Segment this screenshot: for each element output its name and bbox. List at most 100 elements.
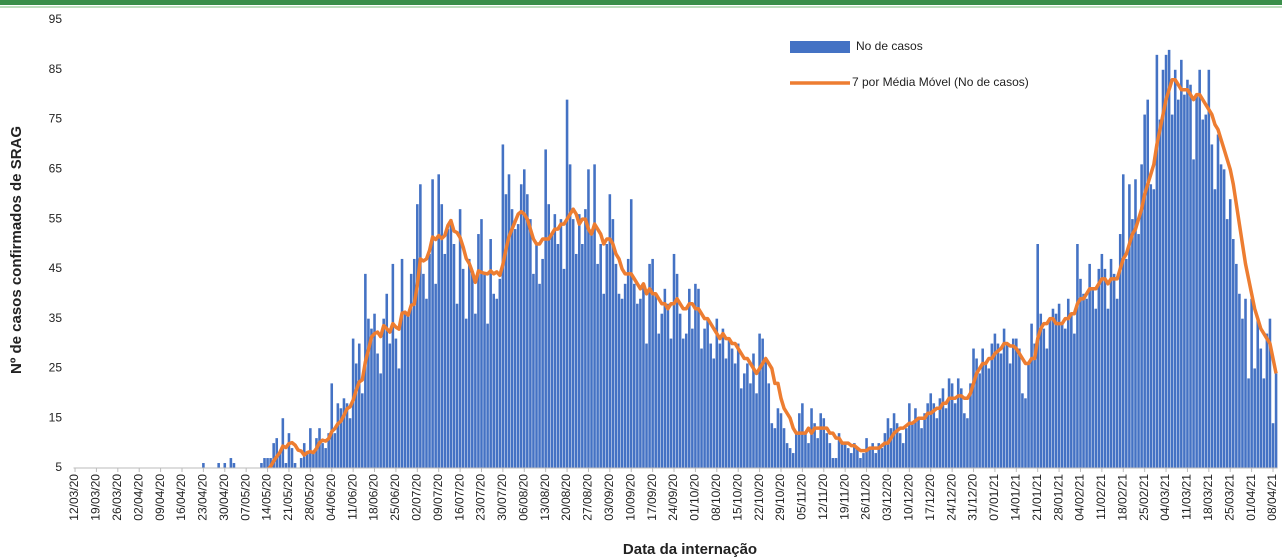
bar bbox=[1210, 144, 1214, 468]
x-tick-label: 16/04/20 bbox=[174, 474, 188, 521]
bar bbox=[556, 244, 560, 468]
bar bbox=[856, 448, 859, 468]
bar bbox=[739, 388, 743, 468]
bar bbox=[348, 418, 352, 468]
y-tick-label: 15 bbox=[49, 410, 63, 424]
bar bbox=[608, 194, 612, 468]
bar bbox=[639, 298, 642, 468]
bar bbox=[147, 468, 150, 493]
bar bbox=[1115, 298, 1119, 468]
bar bbox=[620, 298, 624, 468]
bar bbox=[434, 283, 437, 468]
bar bbox=[336, 403, 340, 468]
bar bbox=[736, 343, 740, 468]
x-tick-label: 18/06/20 bbox=[367, 474, 381, 521]
bar bbox=[574, 253, 578, 468]
bar bbox=[669, 338, 673, 468]
bar bbox=[770, 423, 774, 468]
bar bbox=[960, 388, 963, 468]
x-tick-label: 02/04/20 bbox=[131, 474, 145, 521]
bar bbox=[312, 453, 315, 468]
bar bbox=[807, 443, 810, 468]
bar bbox=[315, 438, 318, 468]
x-tick-label: 10/09/20 bbox=[623, 474, 637, 521]
bar bbox=[416, 204, 419, 468]
bar bbox=[975, 358, 978, 468]
bar bbox=[1222, 169, 1226, 468]
bar bbox=[1109, 258, 1113, 468]
plot-area bbox=[126, 49, 1278, 493]
bar bbox=[831, 458, 835, 468]
bar bbox=[510, 209, 514, 468]
bar bbox=[391, 263, 395, 468]
bar bbox=[507, 174, 511, 468]
bar bbox=[1247, 378, 1250, 468]
bar bbox=[617, 293, 621, 468]
bar bbox=[1256, 318, 1260, 468]
x-tick-label: 08/10/20 bbox=[709, 474, 723, 521]
bar bbox=[700, 348, 703, 468]
x-tick-label: 19/11/20 bbox=[837, 474, 851, 520]
bar bbox=[1158, 119, 1162, 468]
bar bbox=[1045, 348, 1049, 468]
bar bbox=[660, 313, 664, 468]
bar bbox=[843, 443, 847, 468]
bar bbox=[406, 313, 410, 468]
bar bbox=[1170, 114, 1174, 468]
bar bbox=[318, 428, 321, 468]
bar bbox=[309, 428, 312, 468]
bar bbox=[354, 363, 358, 468]
bar bbox=[926, 403, 929, 468]
bar bbox=[437, 174, 440, 468]
bar bbox=[1268, 318, 1272, 468]
bar bbox=[1164, 54, 1168, 468]
bar bbox=[785, 443, 789, 468]
bar bbox=[1051, 308, 1055, 468]
bar bbox=[217, 463, 220, 468]
x-tick-label: 09/04/20 bbox=[153, 474, 167, 521]
bar bbox=[837, 433, 841, 468]
bar bbox=[914, 408, 917, 468]
bar bbox=[1082, 293, 1085, 468]
bar bbox=[1140, 164, 1143, 468]
x-tick-label: 30/07/20 bbox=[495, 474, 509, 521]
bar bbox=[495, 298, 499, 468]
bar bbox=[810, 408, 813, 468]
bar bbox=[853, 443, 856, 468]
bar bbox=[1063, 328, 1067, 468]
bar bbox=[126, 468, 129, 493]
x-tick-label: 27/08/20 bbox=[581, 474, 595, 521]
bar bbox=[1091, 288, 1094, 468]
bar bbox=[498, 278, 502, 468]
bar bbox=[908, 403, 911, 468]
x-tick-label: 25/02/21 bbox=[1137, 474, 1151, 521]
bar bbox=[266, 458, 269, 468]
bar bbox=[895, 423, 899, 468]
bar bbox=[553, 214, 557, 468]
bar bbox=[284, 463, 288, 468]
y-tick-label: 25 bbox=[49, 361, 63, 375]
bar bbox=[840, 443, 844, 468]
bar bbox=[941, 388, 945, 468]
bar bbox=[1134, 179, 1137, 468]
bar bbox=[733, 363, 737, 468]
bar bbox=[449, 219, 453, 468]
bar bbox=[681, 338, 685, 468]
x-tick-label: 04/06/20 bbox=[324, 474, 338, 521]
bar bbox=[898, 433, 902, 468]
x-tick-label: 01/04/21 bbox=[1244, 474, 1258, 521]
bar bbox=[629, 199, 633, 468]
bar bbox=[333, 433, 337, 468]
bar bbox=[1152, 189, 1156, 468]
bar bbox=[880, 448, 884, 468]
bar bbox=[1213, 189, 1217, 468]
bar bbox=[675, 273, 679, 468]
bar bbox=[752, 353, 755, 468]
x-tick-label: 04/02/21 bbox=[1073, 474, 1087, 521]
bar bbox=[190, 468, 193, 493]
bar bbox=[636, 303, 639, 468]
bar bbox=[562, 268, 566, 468]
bar bbox=[379, 373, 382, 468]
bar bbox=[403, 313, 407, 468]
x-tick-label: 25/03/21 bbox=[1222, 474, 1236, 521]
